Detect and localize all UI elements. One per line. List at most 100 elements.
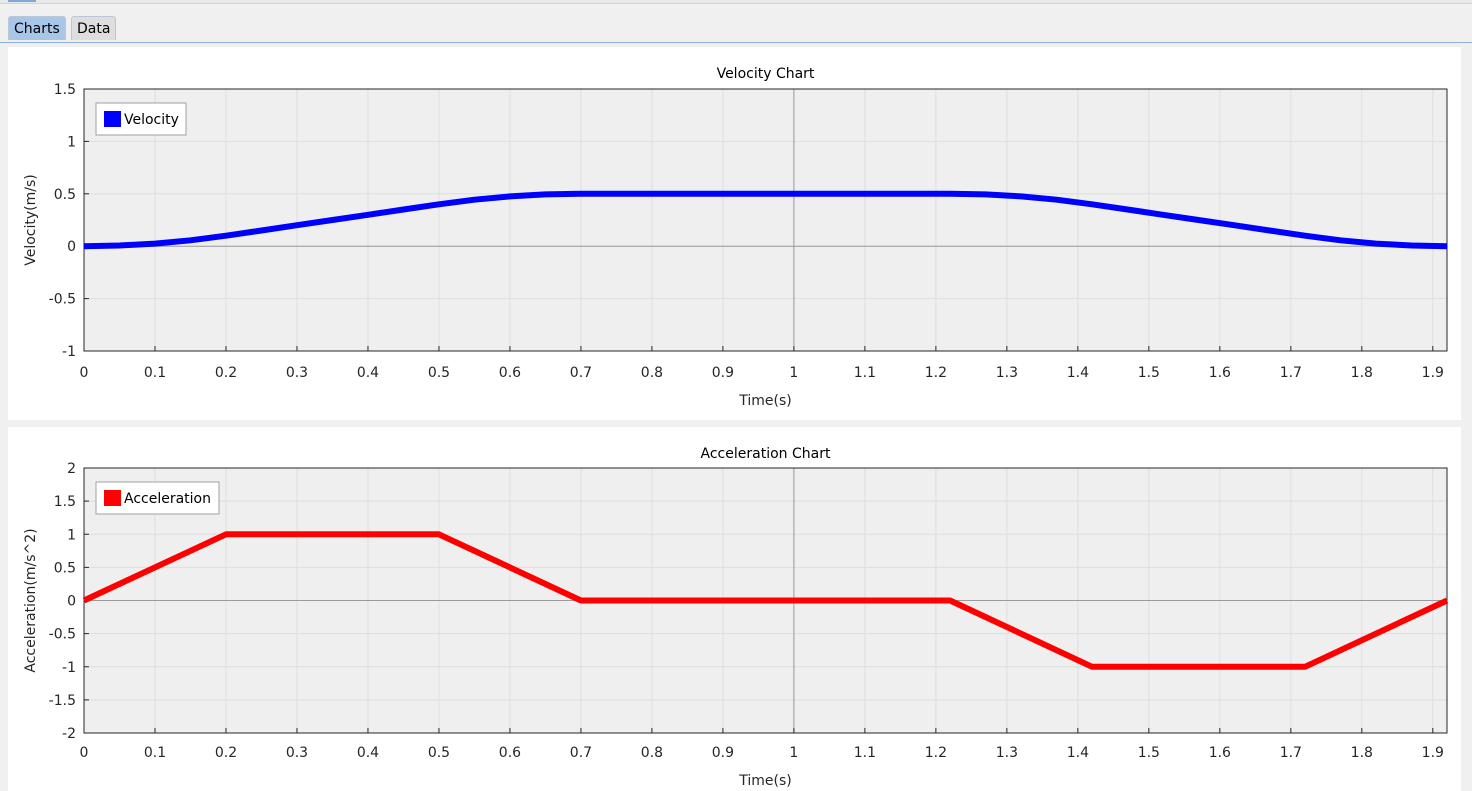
data-point: [949, 600, 951, 601]
data-point: [580, 600, 582, 601]
acceleration-chart: 0 0.1 0.2 0.3 0.4 0.5 0.6 0.7 0.8 0.9 1 1.1 1.2 1.3 1.…: [23, 446, 1449, 789]
y-tick-label: -1: [62, 344, 76, 360]
x-tick-label: 0.8: [641, 745, 663, 761]
data-point: [83, 245, 85, 247]
y-tick-label: 1: [67, 134, 76, 150]
data-point: [985, 193, 987, 195]
tab-bar: Charts Data: [0, 14, 1472, 43]
series-line: [82, 531, 1449, 670]
y-tick-label: 0: [67, 239, 76, 255]
data-point: [1162, 214, 1164, 216]
data-point: [1020, 195, 1022, 197]
tab-charts[interactable]: Charts: [8, 16, 66, 40]
x-tick-label: 1.3: [996, 745, 1018, 761]
data-point: [438, 533, 440, 535]
data-point: [949, 193, 951, 195]
chart-title: Velocity Chart: [717, 66, 815, 82]
y-tick-label: 1.5: [54, 494, 76, 510]
x-tick-label: 0.4: [357, 365, 379, 381]
data-point: [1269, 229, 1271, 231]
legend-swatch: [104, 111, 121, 127]
acceleration-chart-panel: 0 0.1 0.2 0.3 0.4 0.5 0.6 0.7 0.8 0.9 1 1.1 1.2 1.3 1.…: [8, 427, 1461, 791]
y-axis-label: Acceleration(m/s^2): [23, 528, 39, 672]
data-point: [260, 229, 262, 231]
data-point: [722, 193, 724, 195]
x-tick-label: 0.6: [499, 365, 521, 381]
x-tick-label: 0.6: [499, 745, 521, 761]
velocity-chart: 0 0.1 0.2 0.3 0.4 0.5 0.6 0.7 0.8 0.9 1 1.1 1.2 1.3 1.…: [23, 66, 1448, 409]
x-tick-label: 1.4: [1067, 365, 1089, 381]
x-tick-label: 1.9: [1422, 365, 1444, 381]
y-tick-label: 0.5: [54, 560, 76, 576]
data-point: [1446, 245, 1448, 247]
y-tick-label: -1.5: [49, 693, 76, 709]
x-tick-label: 1.1: [854, 365, 876, 381]
active-marker: [8, 0, 36, 2]
data-point: [225, 235, 227, 237]
x-tick-label: 0.4: [357, 745, 379, 761]
y-tick-label: 0.5: [54, 187, 76, 203]
data-point: [225, 533, 227, 535]
x-tick-label: 1.8: [1351, 365, 1373, 381]
data-point: [331, 219, 333, 221]
data-point: [189, 239, 191, 241]
x-axis-label: Time(s): [738, 393, 791, 409]
x-tick-label: 1.7: [1280, 745, 1302, 761]
data-point: [1127, 209, 1129, 211]
x-tick-label: 1.6: [1209, 745, 1231, 761]
x-tick-label: 0.5: [428, 745, 450, 761]
data-point: [1446, 600, 1448, 601]
y-tick-label: 1.5: [54, 82, 76, 98]
data-point: [509, 195, 511, 197]
x-tick-label: 1.5: [1138, 745, 1160, 761]
data-point: [1233, 224, 1235, 226]
x-tick-label: 1.9: [1422, 745, 1444, 761]
window-top-strip: [0, 0, 1472, 4]
data-point: [544, 193, 546, 195]
x-tick-label: 0: [80, 365, 89, 381]
plot-border: [83, 88, 1448, 352]
x-tick-label: 1: [789, 365, 798, 381]
data-point: [1091, 666, 1093, 668]
data-point: [154, 243, 156, 245]
x-tick-label: 1.7: [1280, 365, 1302, 381]
x-tick-label: 0.9: [712, 745, 734, 761]
x-tick-label: 0.7: [570, 365, 592, 381]
x-tick-label: 0: [80, 745, 89, 761]
y-tick-label: 2: [67, 461, 76, 477]
data-point: [1198, 219, 1200, 221]
x-tick-label: 0.1: [144, 365, 166, 381]
x-tick-label: 1: [789, 745, 798, 761]
data-point: [864, 193, 866, 195]
data-point: [1304, 235, 1306, 237]
y-tick-label: -0.5: [49, 292, 76, 308]
x-tick-label: 0.9: [712, 365, 734, 381]
y-tick-label: 1: [67, 527, 76, 543]
data-point: [793, 193, 795, 195]
data-point: [1304, 666, 1306, 668]
tab-data[interactable]: Data: [71, 16, 117, 40]
x-tick-label: 0.3: [286, 365, 308, 381]
plot-area: [84, 89, 1447, 351]
x-tick-label: 1.4: [1067, 745, 1089, 761]
x-axis-label: Time(s): [738, 773, 791, 789]
legend-label: Velocity: [124, 112, 179, 128]
x-tick-label: 1.3: [996, 365, 1018, 381]
x-tick-label: 1.6: [1209, 365, 1231, 381]
data-point: [580, 193, 582, 195]
x-tick-label: 0.3: [286, 745, 308, 761]
data-point: [118, 245, 120, 247]
x-tick-label: 0.5: [428, 365, 450, 381]
data-point: [438, 203, 440, 205]
y-axis-label: Velocity(m/s): [23, 174, 39, 266]
x-tick-label: 0.8: [641, 365, 663, 381]
data-point: [1056, 199, 1058, 201]
data-point: [402, 209, 404, 211]
velocity-chart-panel: 0 0.1 0.2 0.3 0.4 0.5 0.6 0.7 0.8 0.9 1 1.1 1.2 1.3 1.…: [8, 47, 1461, 420]
data-point: [1340, 239, 1342, 241]
x-tick-label: 1.2: [925, 365, 947, 381]
data-point: [935, 193, 937, 195]
y-tick-label: 0: [67, 594, 76, 610]
x-tick-label: 1.5: [1138, 365, 1160, 381]
chart-title: Acceleration Chart: [701, 446, 831, 462]
